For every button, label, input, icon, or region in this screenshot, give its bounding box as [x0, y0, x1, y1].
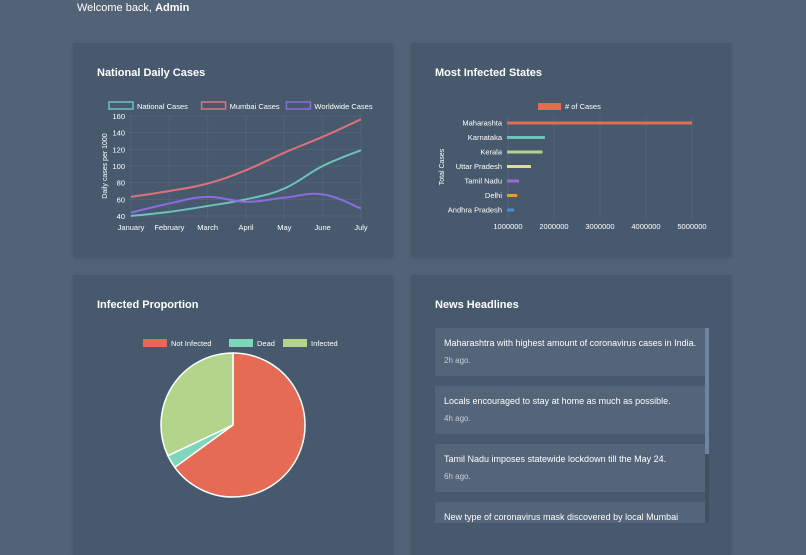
- y-tick-label: 120: [112, 145, 125, 154]
- legend-label: National Cases: [137, 102, 188, 111]
- legend-label: Infected: [311, 339, 338, 348]
- y-tick-label: 140: [112, 129, 125, 138]
- x-tick-label: January: [118, 223, 145, 232]
- y-axis-label: Daily cases per 1000: [102, 133, 109, 198]
- news-item[interactable]: New type of coronavirus mask discovered …: [435, 502, 708, 523]
- news-time: 4h ago.: [444, 414, 471, 423]
- x-tick-label: July: [354, 223, 368, 232]
- legend-label: Dead: [257, 339, 275, 348]
- y-tick-label: 100: [112, 162, 125, 171]
- legend-swatch: [200, 101, 227, 110]
- bar: [507, 208, 514, 212]
- legend-swatch: [283, 339, 307, 347]
- pie-slice-not-infected: [173, 352, 306, 498]
- card-title: Most Infected States: [435, 67, 542, 79]
- news-scrollbar[interactable]: [705, 328, 709, 523]
- line-chart: 40 60 80 100 120 140 160 January February March Ap…: [102, 101, 373, 232]
- y-tick-label: Karnataka: [468, 133, 503, 142]
- y-tick-label: Uttar Pradesh: [456, 162, 502, 171]
- legend-label: Not Infected: [171, 339, 211, 348]
- most-infected-states-card: Most Infected States 1000000 2000000 30000…: [411, 43, 731, 257]
- legend-label: Worldwide Cases: [314, 102, 372, 111]
- pie-chart: Not Infected Dead Infected: [143, 339, 338, 498]
- y-tick-label: Delhi: [485, 191, 502, 200]
- legend-swatch: [538, 103, 561, 110]
- y-tick-label: 60: [117, 195, 125, 204]
- bar: [507, 150, 543, 154]
- series-line-worldwide-cases: [130, 192, 362, 214]
- y-tick-label: 160: [112, 112, 125, 121]
- y-tick-label: 80: [117, 179, 125, 188]
- y-tick-label: Andhra Pradesh: [448, 206, 502, 215]
- card-title: National Daily Cases: [97, 67, 206, 79]
- x-tick-label: 5000000: [677, 222, 706, 231]
- news-headline: Locals encouraged to stay at home as muc…: [444, 396, 671, 406]
- news-item[interactable]: Tamil Nadu imposes statewide lockdown ti…: [435, 444, 708, 492]
- news-headlines-card: News Headlines Maharashtra with highest …: [411, 275, 731, 555]
- x-tick-label: 4000000: [631, 222, 660, 231]
- pie-slice-infected: [160, 352, 234, 457]
- bar: [507, 179, 520, 183]
- card-title: News Headlines: [435, 299, 519, 311]
- news-list: Maharashtra with highest amount of coron…: [435, 328, 708, 523]
- scrollbar-thumb[interactable]: [705, 328, 709, 454]
- news-headline: Maharashtra with highest amount of coron…: [444, 338, 697, 348]
- bar-chart: 1000000 2000000 3000000 4000000 5000000 # of …: [439, 102, 707, 231]
- welcome-message: Welcome back, Admin: [77, 2, 189, 14]
- series-line-national-cases: [130, 149, 362, 217]
- bar: [507, 194, 518, 197]
- y-tick-label: Tamil Nadu: [464, 177, 502, 186]
- series-line-mumbai-cases: [130, 118, 362, 198]
- x-tick-label: May: [277, 223, 291, 232]
- news-headline: New type of coronavirus mask discovered …: [444, 512, 679, 522]
- y-tick-label: 40: [117, 212, 125, 221]
- news-headline: Tamil Nadu imposes statewide lockdown ti…: [444, 454, 667, 464]
- legend-swatch: [229, 339, 253, 347]
- x-tick-label: April: [238, 223, 253, 232]
- x-tick-label: 2000000: [539, 222, 568, 231]
- bar: [507, 136, 545, 139]
- y-tick-label: Kerala: [480, 148, 503, 157]
- legend-label: Mumbai Cases: [230, 102, 280, 111]
- x-tick-label: 1000000: [493, 222, 522, 231]
- x-tick-label: 3000000: [585, 222, 614, 231]
- user-name: Admin: [155, 2, 190, 14]
- welcome-prefix: Welcome back,: [77, 2, 156, 14]
- news-time: 6h ago.: [444, 472, 471, 481]
- news-time: 2h ago.: [444, 356, 471, 365]
- x-tick-label: February: [154, 223, 184, 232]
- legend-label: # of Cases: [565, 102, 601, 111]
- x-tick-label: June: [315, 223, 331, 232]
- legend-swatch: [108, 101, 134, 110]
- legend-swatch: [143, 339, 167, 347]
- legend-swatch: [285, 101, 312, 110]
- bar: [507, 121, 692, 125]
- news-item[interactable]: Locals encouraged to stay at home as muc…: [435, 386, 708, 434]
- x-tick-label: March: [197, 223, 218, 232]
- bar: [507, 165, 531, 168]
- y-axis-label: Total Cases: [439, 148, 446, 185]
- y-tick-label: Maharashta: [462, 119, 502, 128]
- infected-proportion-card: Infected Proportion Not Infected Dead Infe…: [73, 275, 393, 555]
- news-item[interactable]: Maharashtra with highest amount of coron…: [435, 328, 708, 376]
- national-daily-cases-card: National Daily Cases 40 60 80 100 120 140 160 J…: [73, 43, 393, 257]
- card-title: Infected Proportion: [97, 299, 199, 311]
